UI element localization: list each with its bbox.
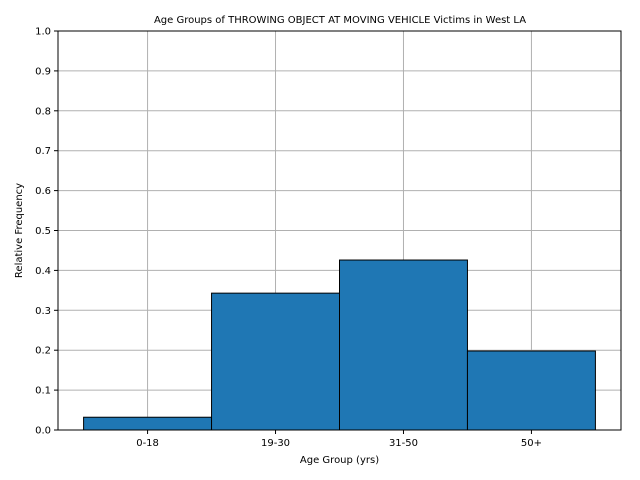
- chart-title: Age Groups of THROWING OBJECT AT MOVING …: [154, 15, 526, 26]
- bar-0-18: [83, 416, 213, 431]
- bar-31-50: [339, 259, 468, 431]
- y-tick-label: 0.4: [35, 266, 51, 277]
- x-tick-label: 19-30: [261, 438, 290, 449]
- y-tick-label: 0.2: [35, 346, 51, 357]
- x-tick-label: 0-18: [136, 438, 159, 449]
- axis-ticks: 0.0 0.1 0.2 0.3 0.4 0.5 0.6 0.7 0.8 0.9 1.0 0-18 19-…: [35, 27, 542, 450]
- y-tick-label: 0.7: [35, 146, 51, 157]
- bars: [83, 259, 596, 431]
- y-tick-label: 0.3: [35, 306, 51, 317]
- x-axis-label: Age Group (yrs): [300, 455, 379, 466]
- x-tick-label: 31-50: [389, 438, 418, 449]
- y-tick-label: 0.9: [35, 66, 51, 77]
- x-tick-label: 50+: [521, 438, 542, 449]
- y-tick-label: 1.0: [35, 27, 51, 38]
- y-tick-label: 0.8: [35, 106, 51, 117]
- y-tick-label: 0.6: [35, 186, 51, 197]
- bar-50+: [466, 350, 596, 431]
- y-tick-label: 0.0: [35, 426, 51, 437]
- bar-19-30: [211, 292, 340, 431]
- y-axis-label: Relative Frequency: [14, 183, 25, 278]
- y-tick-label: 0.1: [35, 386, 51, 397]
- y-tick-label: 0.5: [35, 226, 51, 237]
